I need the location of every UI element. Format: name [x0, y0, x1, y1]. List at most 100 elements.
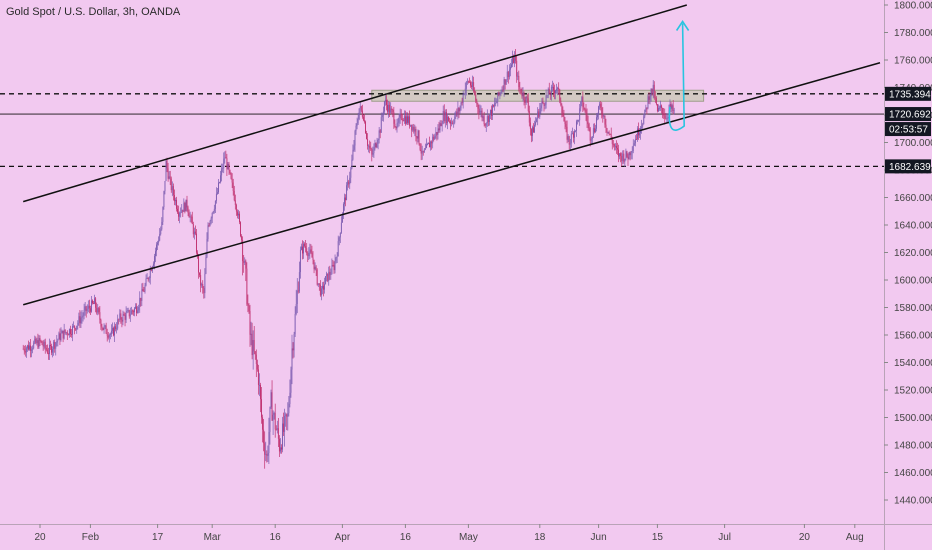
candle-body: [121, 319, 123, 322]
candle-body: [219, 182, 220, 184]
candle-body: [545, 95, 547, 105]
candle-body: [466, 81, 468, 83]
candle-body: [361, 110, 363, 117]
x-tick-label: 20: [799, 532, 811, 543]
candle-body: [254, 351, 256, 355]
candle-body: [556, 88, 558, 91]
candle-body: [104, 325, 106, 327]
candle-body: [145, 278, 147, 286]
candle-body: [40, 340, 42, 342]
candle-body: [209, 220, 211, 226]
y-tick-label: 1500.000: [894, 413, 932, 424]
candle-body: [270, 392, 272, 408]
candle-body: [655, 97, 657, 105]
candle-body: [462, 94, 464, 104]
candle-body: [345, 197, 346, 201]
candle-body: [235, 204, 237, 212]
candle-body: [551, 86, 553, 88]
candle-body: [388, 104, 390, 112]
candle-body: [607, 131, 609, 133]
candle-body: [323, 285, 324, 290]
candle-body: [380, 117, 382, 133]
candle-body: [586, 114, 588, 122]
candle-body: [352, 149, 354, 160]
candle-body: [647, 96, 649, 109]
candle-body: [46, 349, 48, 354]
candle-body: [127, 310, 129, 311]
x-tick-label: Apr: [335, 532, 351, 543]
candle-body: [515, 55, 517, 61]
candle-body: [616, 145, 617, 149]
candle-body: [544, 104, 546, 106]
candle-body: [131, 310, 133, 312]
candle-body: [176, 199, 177, 209]
candle-body: [665, 118, 667, 120]
candle-body: [82, 315, 84, 317]
candle-body: [651, 88, 653, 94]
x-tick-label: 17: [152, 532, 164, 543]
candle-body: [31, 349, 33, 351]
candle-body: [163, 191, 165, 208]
candle-body: [467, 81, 469, 83]
candle-body: [645, 107, 647, 110]
candle-body: [401, 118, 403, 121]
candle-body: [542, 101, 544, 104]
candle-body: [75, 328, 77, 330]
channel-line-lower: [22, 62, 881, 306]
candle-body: [49, 344, 50, 355]
candle-body: [523, 92, 525, 100]
y-tick-label: 1460.000: [894, 468, 932, 479]
candle-body: [29, 345, 30, 350]
candle-body: [386, 99, 387, 105]
candle-body: [574, 130, 575, 138]
candle-body: [33, 342, 35, 349]
candle-body: [293, 334, 295, 351]
x-tick-label: Jul: [718, 532, 731, 543]
candle-body: [241, 236, 243, 240]
candle-body: [584, 109, 586, 111]
candle-body: [189, 216, 191, 218]
candle-body: [129, 314, 131, 317]
candle-body: [534, 124, 535, 133]
candle-body: [256, 364, 258, 370]
candle-body: [89, 308, 91, 312]
candle-body: [185, 199, 187, 212]
candle-body: [451, 122, 453, 124]
candle-body: [563, 116, 565, 122]
candle-body: [476, 100, 478, 104]
candle-body: [572, 133, 574, 138]
candle-body: [455, 111, 457, 117]
candle-body: [463, 94, 465, 96]
candle-body: [71, 334, 72, 335]
candle-body: [169, 176, 171, 179]
candle-body: [164, 180, 166, 192]
candle-body: [528, 110, 530, 123]
candle-body: [230, 173, 232, 179]
candle-body: [418, 130, 420, 145]
candle-body: [346, 185, 348, 201]
candle-body: [65, 332, 67, 334]
price-tag-1735.394-bg: [885, 86, 931, 101]
candle-body: [473, 82, 475, 91]
candle-body: [248, 305, 250, 312]
candle-body: [540, 105, 542, 109]
candle-body: [106, 333, 108, 336]
candle-body: [204, 273, 206, 294]
candle-body: [257, 369, 259, 385]
candle-body: [603, 115, 605, 117]
candle-body: [92, 300, 93, 304]
candle-body: [22, 348, 24, 350]
candle-body: [435, 132, 437, 136]
candle-body: [561, 104, 563, 113]
candle-body: [312, 257, 314, 260]
candle-body: [661, 105, 663, 109]
candle-body: [415, 128, 417, 137]
candle-body: [428, 142, 429, 144]
candle-body: [212, 211, 214, 214]
candle-body: [406, 116, 407, 124]
candle-body: [562, 112, 564, 117]
candle-body: [478, 108, 480, 113]
candle-body: [240, 222, 241, 237]
